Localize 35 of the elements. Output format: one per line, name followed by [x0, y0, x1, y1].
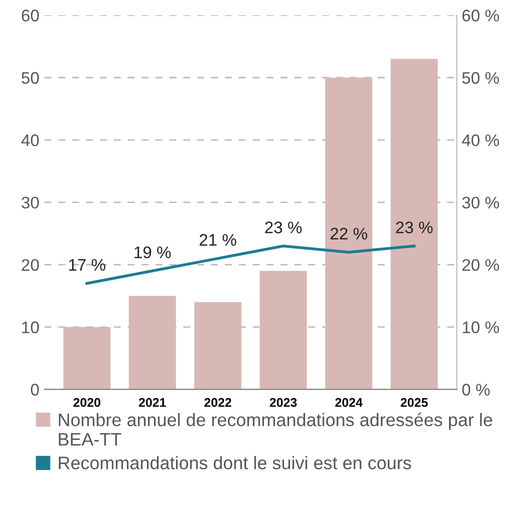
y-tick-label: 60 — [22, 10, 39, 22]
y2-tick-label: 0 % — [462, 384, 490, 396]
bar — [194, 302, 242, 390]
y2-tick-label: 30 % — [462, 196, 500, 209]
y2-tick-label: 40 % — [462, 134, 500, 146]
x-tick-label: 2021 — [138, 398, 166, 407]
y2-tick-label: 10 % — [462, 321, 500, 334]
legend-label: Recommandations dont le suivi est en cours — [58, 456, 412, 470]
y2-tick-label: 50 % — [462, 72, 500, 84]
legend-label: Nombre annuel de recommandations adressées par le BEA-TT — [58, 412, 492, 446]
y2-tick-label: 20 % — [462, 259, 500, 271]
bar — [390, 58, 438, 390]
y-tick-label: 40 — [21, 134, 39, 146]
bar — [260, 270, 307, 390]
bar — [128, 296, 176, 390]
y-tick-label: 0 — [30, 384, 39, 396]
data-label: 19 % — [134, 246, 171, 258]
x-tick-label: 2024 — [335, 398, 363, 407]
y-tick-label: 10 — [22, 321, 39, 334]
x-tick-label: 2025 — [400, 398, 428, 407]
data-label: 23 % — [265, 222, 302, 234]
y-tick-label: 20 — [22, 259, 39, 271]
data-label: 21 % — [200, 234, 236, 246]
y-tick-label: 50 — [22, 72, 39, 84]
bar — [63, 327, 110, 390]
bar — [325, 78, 372, 390]
x-tick-label: 2020 — [73, 398, 100, 407]
data-label: 17 % — [69, 259, 106, 271]
y2-tick-label: 60 % — [462, 10, 500, 22]
data-label: 23 % — [396, 222, 433, 234]
x-tick-label: 2023 — [270, 398, 297, 407]
y-tick-label: 30 — [22, 196, 39, 209]
line-series — [86, 244, 416, 285]
x-tick-label: 2022 — [204, 398, 232, 407]
data-label: 22 % — [330, 228, 368, 240]
